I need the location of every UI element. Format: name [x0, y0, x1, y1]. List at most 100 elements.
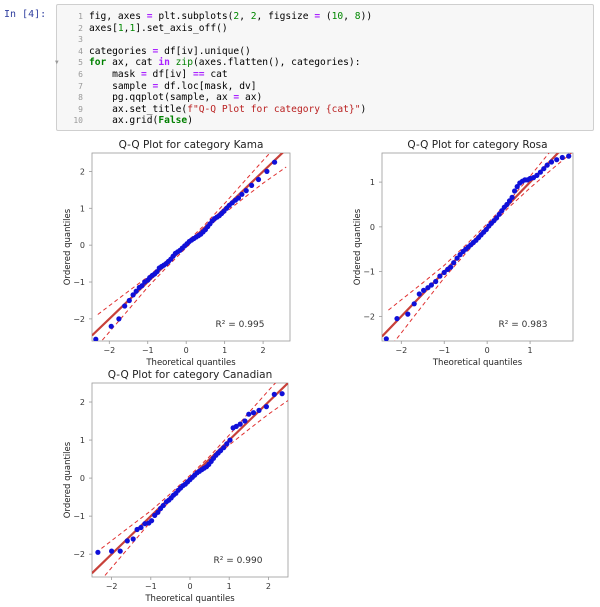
r-squared-label: R² = 0.983 — [499, 320, 548, 330]
data-point — [109, 548, 115, 554]
plot-title: Q-Q Plot for category Canadian — [108, 369, 273, 381]
data-point — [122, 303, 128, 309]
data-point — [383, 336, 389, 341]
data-point — [133, 288, 139, 294]
code-line-6[interactable]: 6 mask = df[iv] == cat — [57, 69, 593, 81]
line-number: 7 — [78, 81, 83, 91]
fold-arrow-icon[interactable]: ▼ — [55, 59, 59, 67]
plot-title: Q-Q Plot for category Kama — [119, 139, 264, 151]
data-point — [496, 211, 502, 217]
data-point — [421, 287, 427, 293]
x-tick-label: −1 — [142, 346, 154, 355]
data-point — [411, 301, 417, 307]
data-point — [235, 195, 242, 201]
data-point — [130, 536, 136, 542]
data-point — [512, 188, 518, 194]
code-text: pg.qqplot(sample, ax = ax) — [89, 92, 263, 104]
x-tick-label: 2 — [266, 582, 271, 591]
code-line-9[interactable]: 9 ax.set_title(f"Q-Q Plot for category {… — [57, 104, 593, 116]
data-point — [249, 182, 255, 188]
data-point — [509, 194, 515, 200]
data-point — [124, 538, 130, 544]
code-cell[interactable]: 1 fig, axes = plt.subplots(2, 2, figsize … — [55, 4, 594, 131]
data-point — [416, 291, 422, 297]
data-point — [155, 509, 161, 515]
x-tick-label: 2 — [261, 346, 266, 355]
data-point — [242, 418, 248, 424]
data-point — [95, 549, 101, 555]
data-point — [544, 162, 550, 168]
line-number: 1 — [78, 12, 83, 21]
code-text: axes[1,1].set_axis_off() — [89, 22, 228, 34]
data-point — [264, 168, 270, 174]
code-text: ax.set_title(f"Q-Q Plot for category {ca… — [89, 103, 367, 115]
code-text: categories = df[iv].unique() — [89, 45, 251, 57]
data-point — [451, 260, 457, 266]
data-point — [126, 297, 132, 304]
data-point — [108, 323, 114, 329]
x-tick-label: 0 — [187, 582, 192, 591]
x-tick-label: −2 — [395, 346, 407, 355]
data-point — [541, 166, 547, 172]
x-tick-label: 1 — [528, 346, 533, 355]
code-line-5[interactable]: 5 ▼ for ax, cat in zip(axes.flatten(), cat… — [55, 57, 593, 69]
qq-plot-canadian: Q-Q Plot for category Canadian −2 −1 0 1 2 −2 −… — [63, 369, 289, 604]
data-point — [233, 423, 239, 429]
x-tick-label: −2 — [106, 582, 118, 591]
code-line-2[interactable]: 2 axes[1,1].set_axis_off() — [57, 23, 593, 35]
data-point — [504, 201, 510, 208]
data-point — [425, 285, 431, 291]
plot-area — [382, 153, 573, 341]
code-line-10[interactable]: 10 ax.grid(False) — [57, 115, 593, 127]
y-tick-label: 0 — [80, 241, 85, 250]
ci-lower-band — [100, 166, 287, 341]
code-text: ax.grid(False) — [89, 115, 193, 127]
y-tick-label: 2 — [80, 398, 85, 407]
data-point — [448, 264, 454, 270]
data-point — [494, 215, 500, 221]
code-line-7[interactable]: 7 sample = df.loc[mask, dv] — [57, 81, 593, 93]
code-line-4[interactable]: 4 categories = df[iv].unique() — [57, 46, 593, 58]
code-line-1[interactable]: 1 fig, axes = plt.subplots(2, 2, figsize … — [57, 11, 593, 23]
code-text: for ax, cat in zip(axes.flatten(), categ… — [89, 57, 361, 69]
data-point — [279, 391, 285, 397]
data-point — [250, 410, 257, 416]
line-number: 9 — [78, 104, 83, 114]
qq-plot-rosa: Q-Q Plot for category Rosa −2 −1 0 1 −2 −1 0 1 Th… — [353, 139, 574, 368]
data-point — [256, 407, 262, 413]
data-point — [506, 198, 513, 204]
data-point — [559, 154, 565, 161]
y-tick-label: 1 — [80, 204, 85, 213]
data-point — [134, 526, 140, 533]
line-number: 5 — [78, 58, 83, 68]
data-point — [263, 404, 269, 410]
y-tick-label: −1 — [73, 278, 85, 287]
code-text: fig, axes = plt.subplots(2, 2, figsize =… — [89, 11, 373, 22]
y-axis-label: Ordered quantiles — [63, 441, 73, 518]
x-tick-label: −1 — [438, 346, 450, 355]
data-point — [149, 518, 155, 524]
data-point — [152, 512, 158, 518]
data-point — [394, 316, 400, 322]
code-line-3[interactable]: 3 — [57, 34, 593, 46]
data-point — [255, 176, 262, 183]
y-tick-label: 2 — [80, 167, 85, 176]
data-point — [246, 411, 252, 417]
plot-area — [92, 383, 288, 577]
line-number: 6 — [78, 70, 83, 79]
cell-prompt: In [4]: — [4, 9, 47, 20]
y-tick-label: 0 — [80, 474, 85, 483]
x-axis-label: Theoretical quantiles — [432, 358, 523, 368]
plot-title: Q-Q Plot for category Rosa — [407, 139, 547, 151]
axes-frame — [91, 152, 291, 342]
code-line-8[interactable]: 8 pg.qqplot(sample, ax = ax) — [57, 92, 593, 104]
data-point — [405, 311, 411, 317]
line-number: 10 — [73, 116, 83, 126]
data-point — [566, 153, 572, 159]
x-tick-label: −2 — [103, 346, 115, 355]
data-point — [142, 521, 148, 527]
data-point — [139, 283, 145, 289]
data-point — [117, 548, 123, 554]
y-tick-label: 0 — [370, 223, 375, 232]
code-text: mask = df[iv] == cat — [89, 69, 228, 80]
